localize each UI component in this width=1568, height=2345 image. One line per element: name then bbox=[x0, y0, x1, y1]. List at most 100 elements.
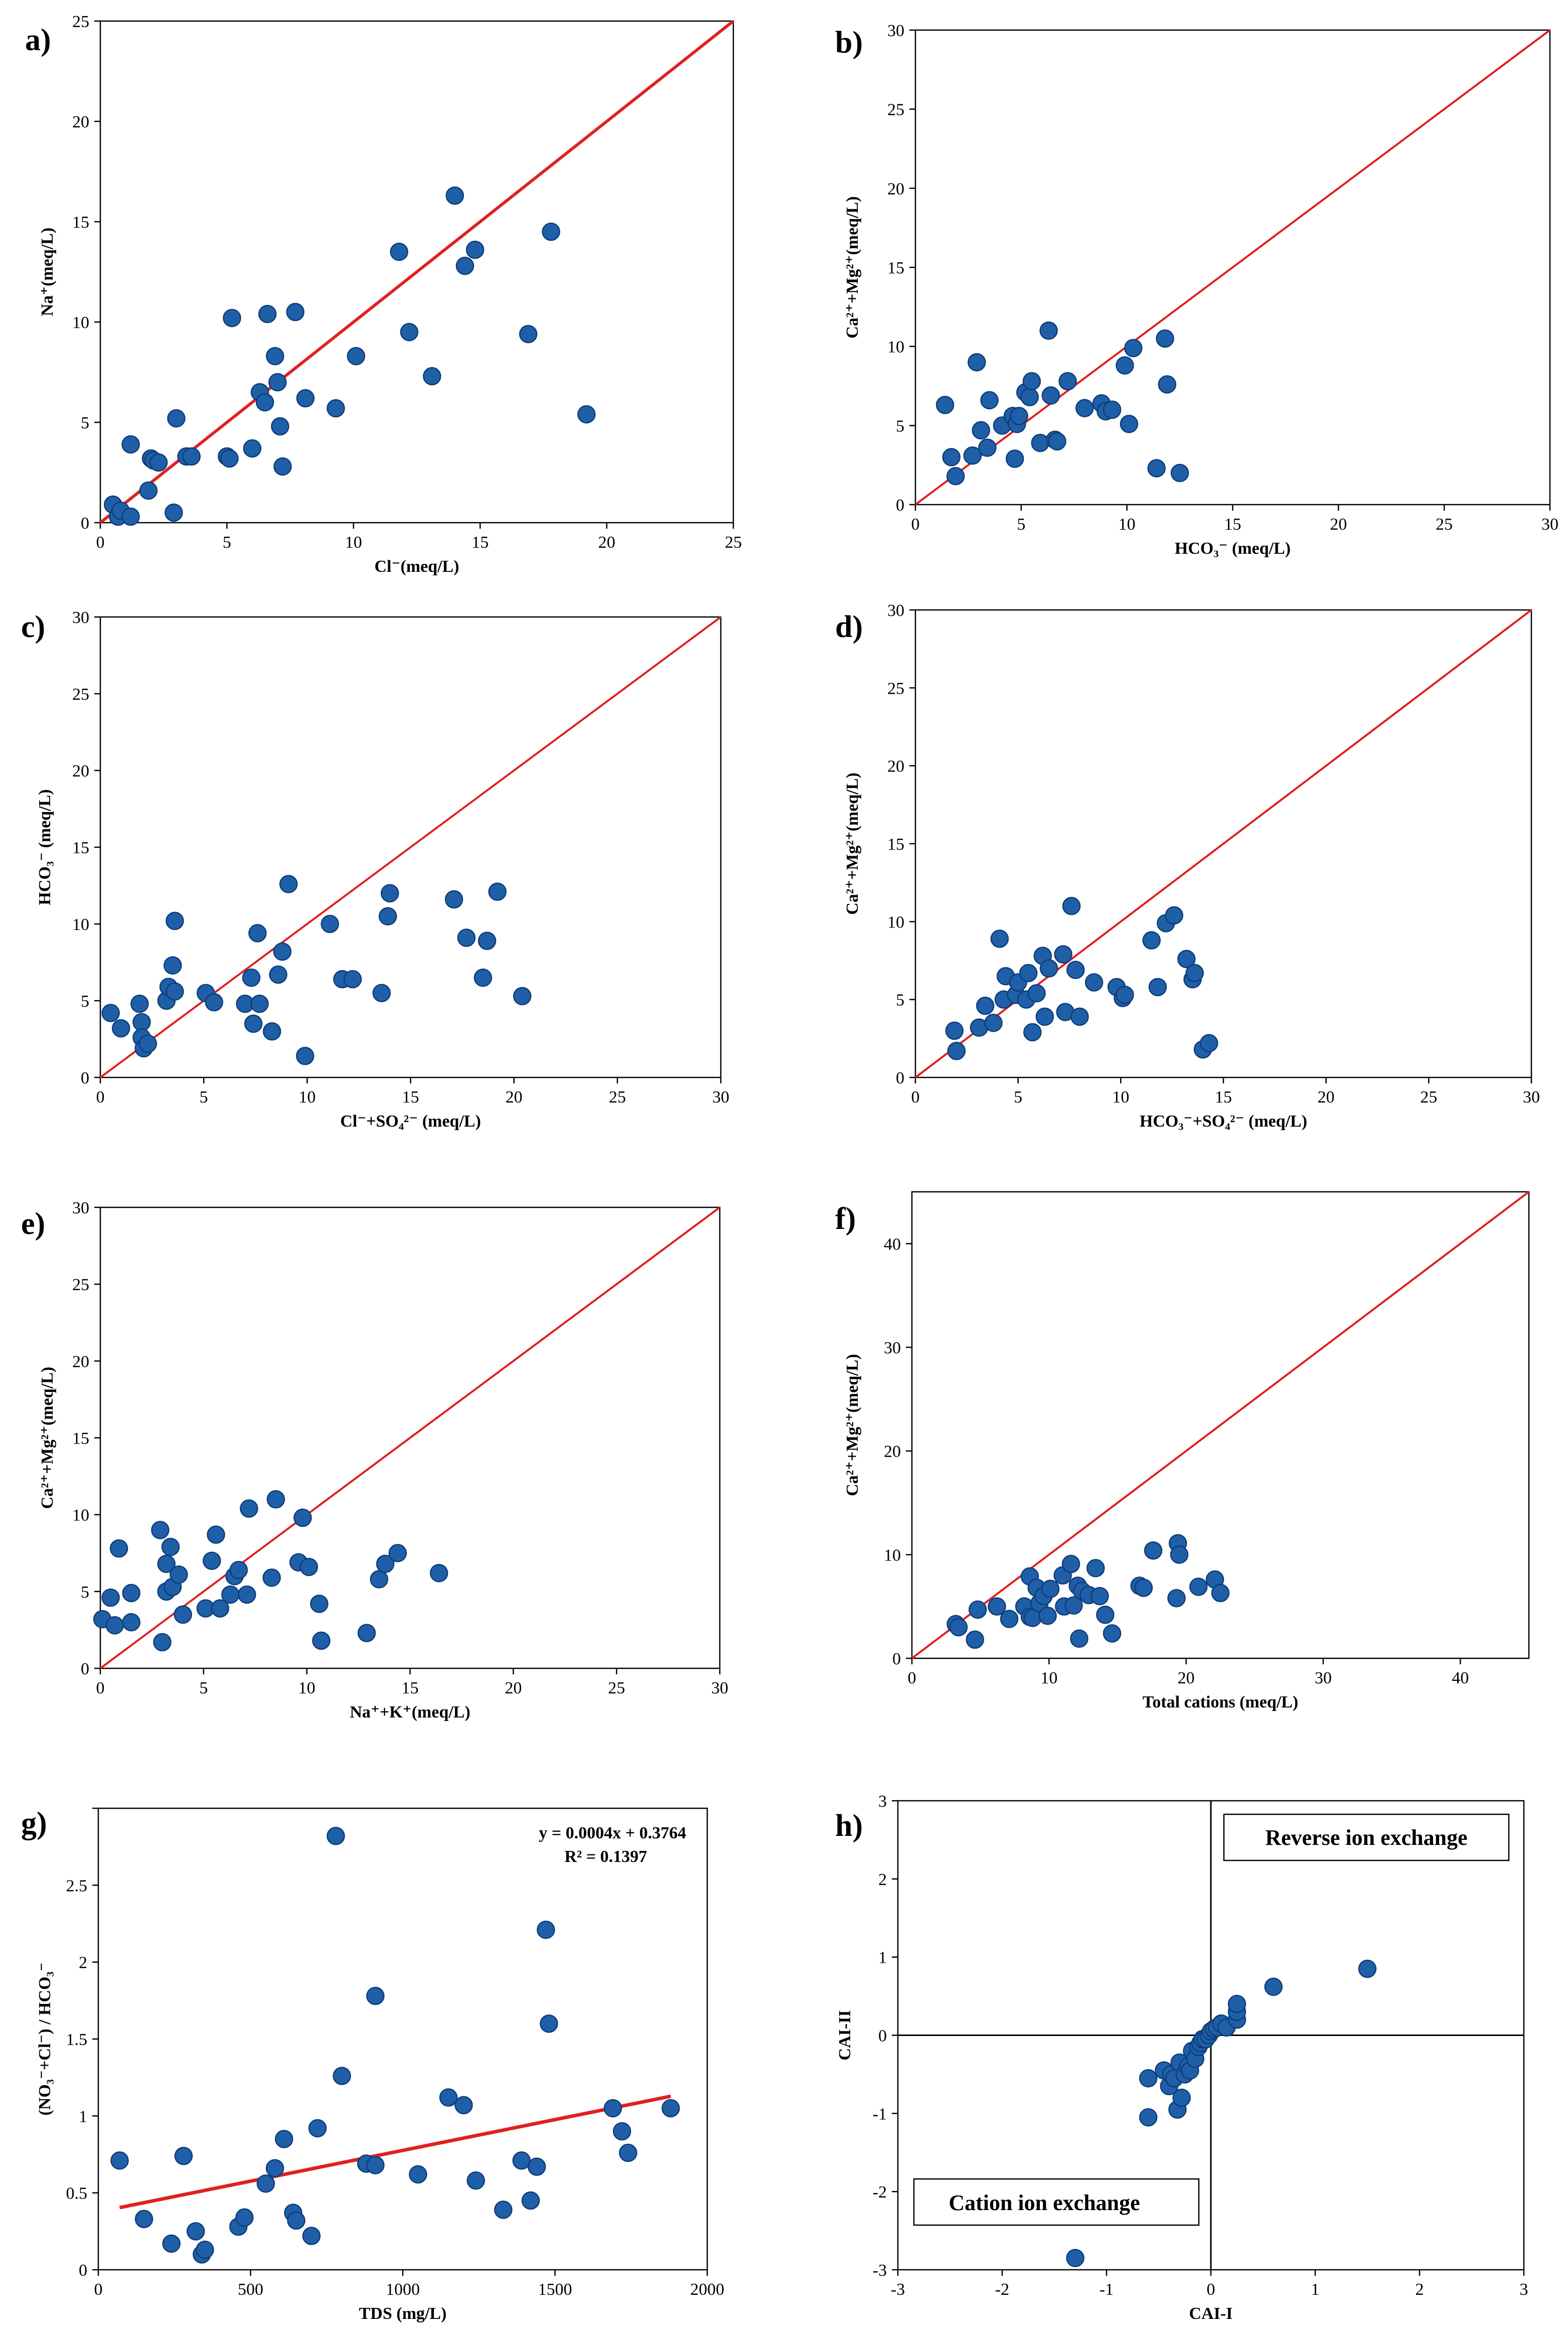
data-point bbox=[454, 2096, 473, 2115]
data-point bbox=[269, 965, 287, 984]
y-tick-label: 25 bbox=[887, 679, 904, 698]
data-point bbox=[1116, 986, 1134, 1004]
data-point bbox=[347, 347, 366, 366]
y-axis-label: Ca²⁺+Mg²⁺(meq/L) bbox=[843, 1354, 862, 1496]
data-point bbox=[381, 884, 399, 903]
x-tick-label: 30 bbox=[711, 1679, 728, 1697]
data-point bbox=[1142, 931, 1161, 950]
x-axis-label: TDS (mg/L) bbox=[359, 2304, 447, 2323]
data-point bbox=[242, 968, 261, 987]
panel-label: b) bbox=[835, 26, 863, 60]
x-tick-label: 15 bbox=[1215, 1088, 1232, 1107]
data-point bbox=[268, 373, 287, 392]
data-point bbox=[1103, 1624, 1122, 1643]
data-point bbox=[293, 1508, 312, 1527]
x-tick-label: 2 bbox=[1416, 2280, 1424, 2299]
x-tick-label: 0 bbox=[96, 1679, 105, 1697]
data-point bbox=[286, 302, 304, 322]
y-tick-label: 5 bbox=[81, 414, 89, 432]
data-point bbox=[1177, 950, 1196, 969]
data-point bbox=[134, 2210, 153, 2229]
panel-label: d) bbox=[835, 610, 863, 644]
data-point bbox=[333, 2067, 351, 2085]
y-tick-label: 10 bbox=[887, 338, 904, 357]
data-point bbox=[203, 1551, 221, 1570]
data-point bbox=[466, 2171, 485, 2190]
data-point bbox=[312, 1631, 331, 1650]
x-tick-label: 1000 bbox=[386, 2280, 420, 2299]
y-tick-label: 20 bbox=[72, 113, 89, 131]
x-tick-label: 10 bbox=[298, 1679, 316, 1697]
panel-a: 0 5 10 15 20 25 0 5 10 15 20 25 Cl⁻(meq/L) Na⁺(meq/L)… bbox=[25, 13, 742, 576]
data-point bbox=[166, 911, 184, 930]
y-tick-label: 0 bbox=[81, 514, 89, 533]
x-axis-label: HCO₃⁻ (meq/L) bbox=[1175, 539, 1291, 558]
x-tick-label: 20 bbox=[598, 533, 615, 552]
data-point bbox=[1156, 329, 1174, 348]
data-point bbox=[1172, 2088, 1191, 2107]
data-point bbox=[1264, 1977, 1283, 1996]
data-point bbox=[244, 1014, 263, 1033]
data-point bbox=[946, 466, 965, 486]
data-point bbox=[947, 1041, 966, 1060]
data-point bbox=[537, 1921, 555, 1939]
x-tick-label: 25 bbox=[609, 1088, 626, 1107]
x-tick-label: 0 bbox=[908, 1669, 916, 1687]
data-point bbox=[439, 2088, 458, 2107]
data-point bbox=[376, 1554, 395, 1573]
data-point bbox=[1185, 964, 1204, 983]
panel-f: 0 10 20 30 40 0 10 20 30 40 Total cations (meq/L) C… bbox=[835, 1191, 1530, 1711]
data-point bbox=[378, 907, 397, 925]
data-point bbox=[980, 391, 999, 410]
data-point bbox=[478, 931, 497, 950]
data-point bbox=[1048, 432, 1066, 451]
data-point bbox=[968, 1600, 987, 1619]
data-point bbox=[429, 1564, 448, 1583]
x-tick-label: 40 bbox=[1452, 1669, 1469, 1687]
y-tick-label: 20 bbox=[72, 762, 89, 780]
data-point bbox=[1148, 978, 1167, 997]
y-tick-label: 0 bbox=[81, 1069, 89, 1087]
y-tick-label: 0 bbox=[896, 1069, 904, 1087]
r-squared-value: R² = 0.1397 bbox=[564, 1847, 647, 1866]
plot-frame bbox=[911, 1191, 1530, 1659]
y-tick-label: 0 bbox=[79, 2261, 87, 2280]
data-point bbox=[1039, 959, 1058, 978]
data-point bbox=[942, 448, 961, 466]
data-point bbox=[1038, 1607, 1057, 1625]
data-point bbox=[166, 982, 184, 1001]
data-point bbox=[238, 1585, 256, 1604]
y-tick-label: 1 bbox=[79, 2107, 87, 2126]
x-tick-label: 30 bbox=[1315, 1669, 1332, 1687]
data-point bbox=[258, 304, 277, 324]
panel-label: g) bbox=[21, 1806, 47, 1840]
y-tick-label: 30 bbox=[887, 601, 904, 620]
x-tick-label: 20 bbox=[1178, 1669, 1195, 1687]
x-tick-label: 5 bbox=[223, 533, 231, 552]
x-tick-label: 20 bbox=[1330, 515, 1347, 534]
y-tick-label: 10 bbox=[72, 1506, 89, 1525]
trend-line bbox=[119, 2094, 671, 2210]
data-point bbox=[240, 1499, 258, 1518]
y-tick-label: 20 bbox=[884, 1443, 901, 1461]
y-axis-label: Ca²⁺+Mg²⁺(meq/L) bbox=[38, 1367, 57, 1509]
x-tick-label: 25 bbox=[1420, 1088, 1437, 1107]
panel-label: c) bbox=[21, 610, 45, 644]
data-point bbox=[366, 1986, 385, 2005]
data-point bbox=[162, 2234, 181, 2253]
data-point bbox=[223, 308, 241, 328]
data-point bbox=[945, 1021, 964, 1040]
y-tick-label: 5 bbox=[81, 992, 89, 1011]
data-point bbox=[400, 323, 419, 342]
data-point bbox=[527, 2157, 546, 2176]
x-tick-label: 10 bbox=[1112, 1088, 1129, 1107]
data-point bbox=[1019, 964, 1038, 983]
data-point bbox=[1165, 906, 1184, 925]
y-tick-label: 20 bbox=[887, 180, 904, 198]
x-tick-label: 0 bbox=[96, 1088, 105, 1107]
panel-b: 0 5 10 15 20 25 30 0 5 10 15 20 25 30 HCO₃⁻ (meq/L) Ca²… bbox=[835, 22, 1558, 558]
y-tick-label: -3 bbox=[873, 2261, 887, 2280]
data-point bbox=[1158, 375, 1177, 394]
data-point bbox=[1103, 400, 1122, 419]
data-point bbox=[612, 2122, 632, 2141]
